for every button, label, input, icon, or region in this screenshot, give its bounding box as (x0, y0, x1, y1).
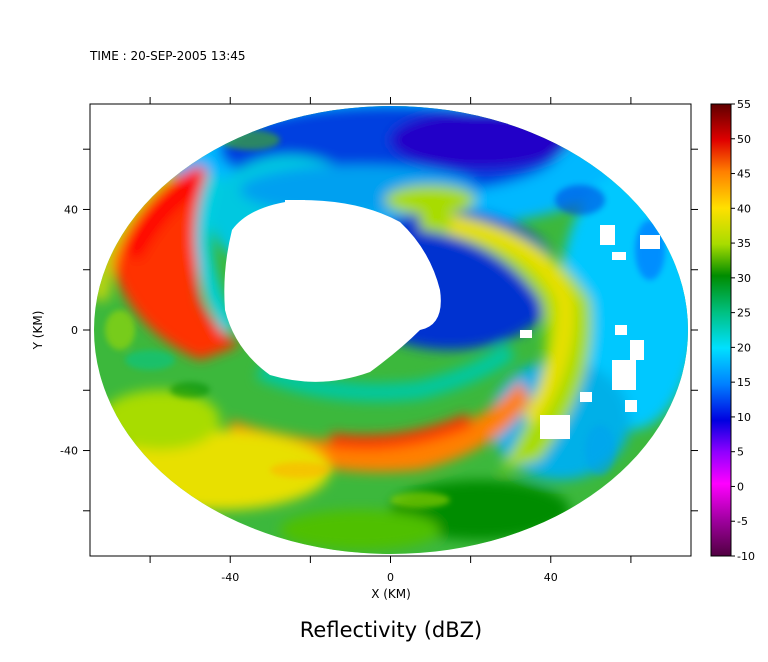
y-axis-title: Y (KM) (31, 311, 45, 351)
colorbar-label: 40 (737, 202, 751, 215)
no-data-eye (224, 200, 441, 382)
colorbar-label: 25 (737, 307, 751, 320)
colorbar-label: 10 (737, 411, 751, 424)
x-tick-label: 0 (387, 571, 394, 584)
time-label: TIME : 20-SEP-2005 13:45 (89, 49, 246, 63)
colorbar-label: -5 (737, 515, 748, 528)
colorbar-label: 55 (737, 98, 751, 111)
colorbar-label: 30 (737, 272, 751, 285)
x-axis-title: X (KM) (371, 587, 411, 601)
colorbar-gradient (710, 103, 732, 557)
x-tick-label: 40 (544, 571, 558, 584)
colorbar-label: 45 (737, 168, 751, 181)
colorbar-label: 35 (737, 237, 751, 250)
axes: -40 0 40 40 0 -40 (60, 97, 698, 584)
y-tick-label: 0 (71, 324, 78, 337)
colorbar-label: 0 (737, 480, 744, 493)
colorbar-label: 15 (737, 376, 751, 389)
colorbar-label: 50 (737, 133, 751, 146)
x-tick-label: -40 (221, 571, 239, 584)
colorbar-label: 5 (737, 446, 744, 459)
colorbar-label: 20 (737, 341, 751, 354)
reflectivity-field (94, 106, 688, 554)
y-tick-label: -40 (60, 445, 78, 458)
chart-title: Reflectivity (dBZ) (300, 618, 482, 642)
colorbar-label: -10 (737, 550, 755, 563)
y-tick-label: 40 (64, 203, 78, 216)
